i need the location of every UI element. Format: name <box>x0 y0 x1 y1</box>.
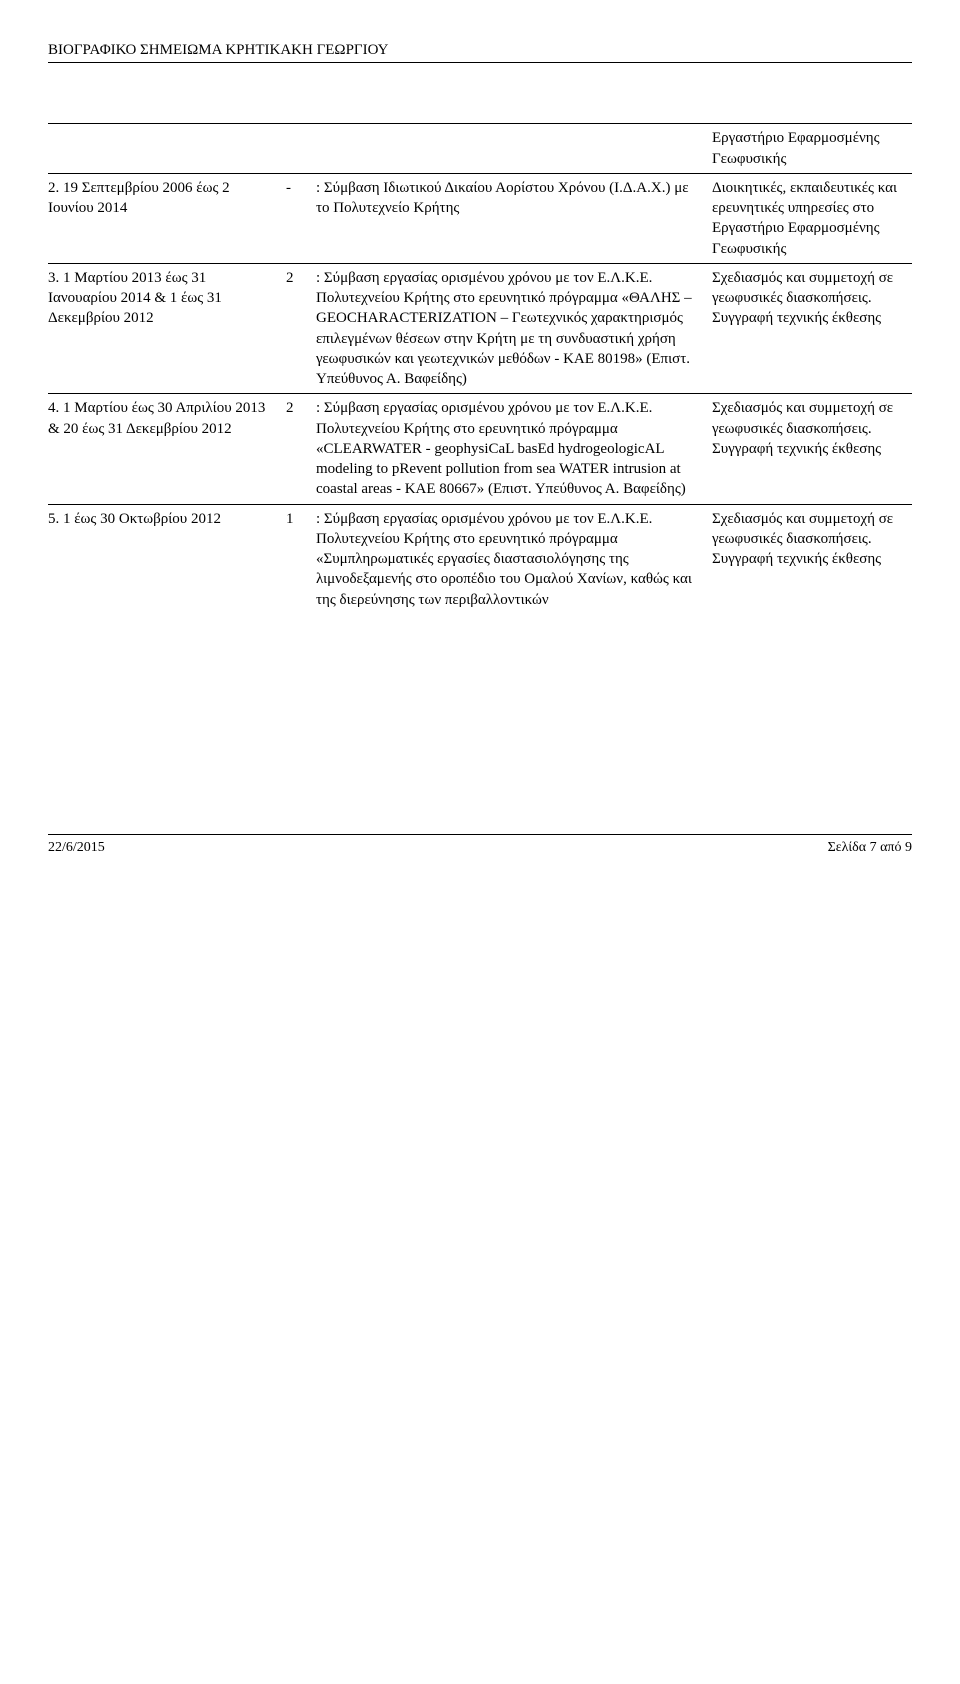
cell-right: Εργαστήριο Εφαρμοσμένης Γεωφυσικής <box>712 128 912 169</box>
cell-num: - <box>286 178 316 259</box>
table-row: 3. 1 Μαρτίου 2013 έως 31 Ιανουαρίου 2014… <box>48 263 912 394</box>
cell-mid: : Σύμβαση εργασίας ορισμένου χρόνου με τ… <box>316 268 712 390</box>
cell-num: 2 <box>286 268 316 390</box>
cell-mid: : Σύμβαση εργασίας ορισμένου χρόνου με τ… <box>316 398 712 499</box>
table-row: Εργαστήριο Εφαρμοσμένης Γεωφυσικής <box>48 124 912 173</box>
cell-left: 5. 1 έως 30 Οκτωβρίου 2012 <box>48 509 286 610</box>
cell-right: Σχεδιασμός και συμμετοχή σε γεωφυσικές δ… <box>712 398 912 499</box>
cell-num: 1 <box>286 509 316 610</box>
table-row: 5. 1 έως 30 Οκτωβρίου 2012 1 : Σύμβαση ε… <box>48 504 912 614</box>
cell-num <box>286 128 316 169</box>
cell-right: Σχεδιασμός και συμμετοχή σε γεωφυσικές δ… <box>712 268 912 390</box>
cell-left: 2. 19 Σεπτεμβρίου 2006 έως 2 Ιουνίου 201… <box>48 178 286 259</box>
cell-right: Διοικητικές, εκπαιδευτικές και ερευνητικ… <box>712 178 912 259</box>
footer-page: Σελίδα 7 από 9 <box>828 839 912 858</box>
cell-mid <box>316 128 712 169</box>
footer-date: 22/6/2015 <box>48 839 105 858</box>
cell-left: 4. 1 Μαρτίου έως 30 Απριλίου 2013 & 20 έ… <box>48 398 286 499</box>
page-footer: 22/6/2015 Σελίδα 7 από 9 <box>48 834 912 858</box>
cell-right: Σχεδιασμός και συμμετοχή σε γεωφυσικές δ… <box>712 509 912 610</box>
table-row: 4. 1 Μαρτίου έως 30 Απριλίου 2013 & 20 έ… <box>48 393 912 503</box>
page-header: ΒΙΟΓΡΑΦΙΚΟ ΣΗΜΕΙΩΜΑ ΚΡΗΤΙΚΑΚΗ ΓΕΩΡΓΙΟΥ <box>48 40 912 63</box>
cell-left: 3. 1 Μαρτίου 2013 έως 31 Ιανουαρίου 2014… <box>48 268 286 390</box>
cell-mid: : Σύμβαση εργασίας ορισμένου χρόνου με τ… <box>316 509 712 610</box>
cell-left <box>48 128 286 169</box>
table-row: 2. 19 Σεπτεμβρίου 2006 έως 2 Ιουνίου 201… <box>48 173 912 263</box>
cell-num: 2 <box>286 398 316 499</box>
cell-mid: : Σύμβαση Ιδιωτικού Δικαίου Αορίστου Χρό… <box>316 178 712 259</box>
